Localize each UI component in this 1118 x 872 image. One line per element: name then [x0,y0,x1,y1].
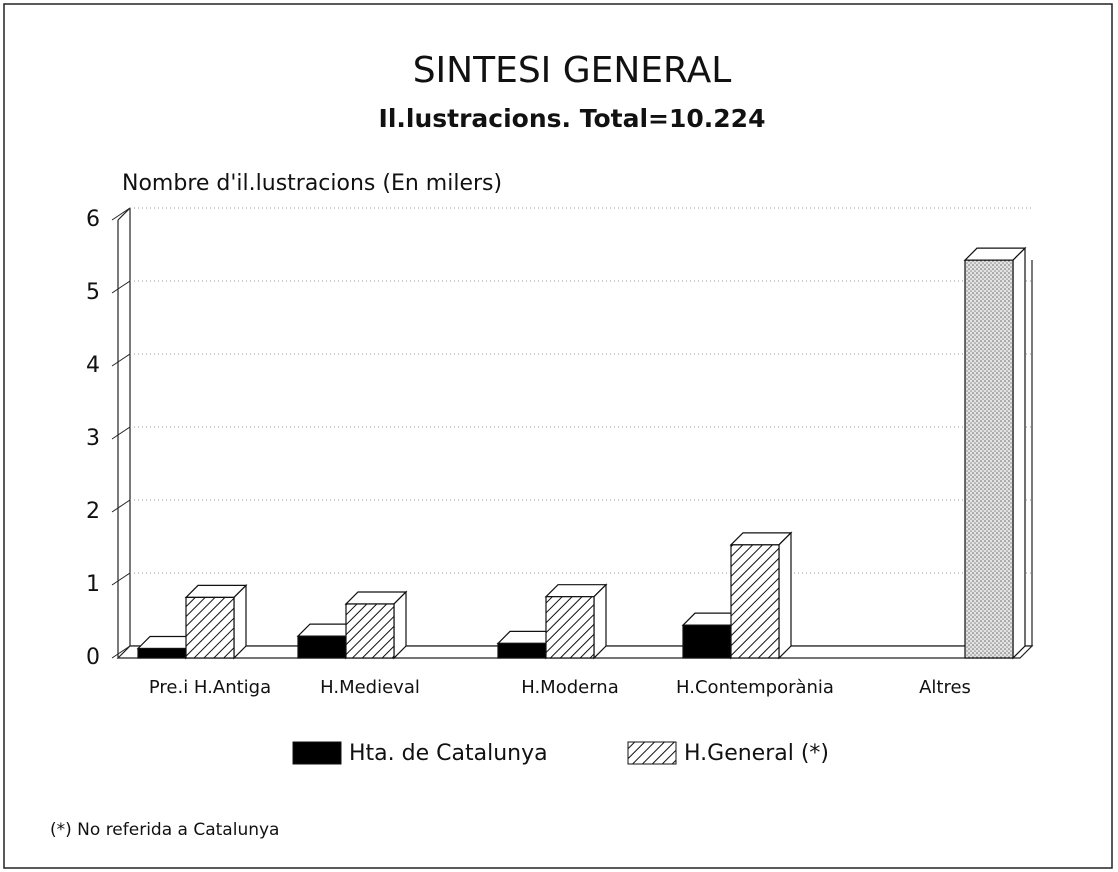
tick-mark [111,353,131,367]
y-axis-label: Nombre d'il.lustracions (En milers) [122,171,502,196]
bar-side [593,583,607,660]
y-tick-label: 5 [86,280,100,305]
bar [682,624,732,659]
tick-mark [111,645,131,659]
tick-mark [111,280,131,294]
tick-mark [111,499,131,513]
x-tick-label: H.Medieval [320,677,420,698]
bar-side [1012,246,1026,660]
y-tick-label: 1 [86,572,100,597]
x-tick-label: H.Contemporània [676,677,834,698]
chart-title: SINTESI GENERAL [413,50,732,91]
bar-side [393,590,407,660]
bar [497,642,547,659]
y-tick-label: 4 [86,353,100,378]
bar [297,635,347,659]
bar [730,544,780,659]
bar [545,596,595,659]
frame [3,3,1113,869]
y-tick-label: 3 [86,426,100,451]
tick-mark [111,426,131,440]
x-tick-label: Altres [919,677,971,698]
y-tick-label: 0 [86,645,100,670]
bar-side [778,531,792,660]
bar [137,647,187,659]
y-tick-label: 6 [86,207,100,232]
bar-side [233,583,247,660]
y-tick-label: 2 [86,499,100,524]
x-tick-label: Pre.i H.Antiga [149,677,271,698]
bar [185,596,235,659]
legend-label: Hta. de Catalunya [349,741,548,766]
legend-swatch [292,741,342,765]
legend-swatch [627,741,677,765]
tick-mark [111,207,131,221]
back-wall [129,208,1033,647]
legend-label: H.General (*) [684,741,829,766]
bar [345,603,395,659]
x-tick-label: H.Moderna [521,677,619,698]
chart-subtitle: Il.lustracions. Total=10.224 [379,104,766,133]
tick-mark [111,572,131,586]
axis-top [117,207,131,221]
footnote: (*) No referida a Catalunya [50,820,279,840]
bar [964,259,1014,659]
